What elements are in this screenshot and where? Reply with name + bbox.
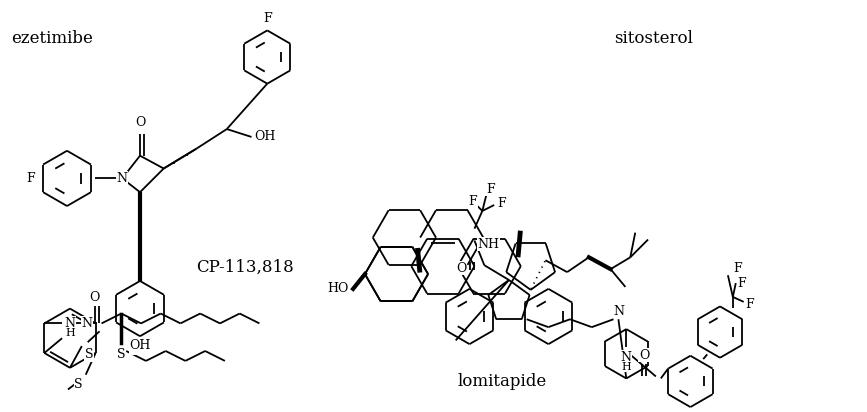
Text: lomitapide: lomitapide (458, 373, 547, 390)
Text: NH: NH (478, 238, 499, 250)
Text: F: F (738, 277, 746, 290)
Text: O: O (89, 290, 100, 304)
Text: F: F (497, 197, 505, 210)
Text: HO: HO (327, 282, 349, 295)
Text: F: F (486, 183, 494, 196)
Text: O: O (639, 349, 649, 362)
Text: N: N (117, 172, 127, 185)
Text: S: S (75, 378, 82, 391)
Text: F: F (469, 194, 478, 208)
Text: F: F (263, 12, 271, 26)
Text: O: O (456, 262, 466, 275)
Text: S: S (117, 348, 126, 361)
Text: F: F (733, 262, 741, 275)
Text: sitosterol: sitosterol (615, 30, 694, 47)
Text: H: H (622, 362, 631, 372)
Text: N: N (81, 317, 93, 330)
Text: N: N (621, 351, 632, 364)
Text: OH: OH (254, 131, 276, 143)
Text: S: S (85, 348, 94, 361)
Text: OH: OH (129, 339, 151, 352)
Text: OH: OH (129, 341, 151, 354)
Text: ezetimibe: ezetimibe (10, 30, 93, 47)
Text: H: H (65, 328, 75, 338)
Text: N: N (64, 317, 75, 330)
Text: O: O (135, 116, 145, 129)
Text: N: N (613, 305, 624, 318)
Text: F: F (26, 172, 35, 185)
Text: F: F (263, 12, 271, 26)
Text: F: F (746, 298, 754, 311)
Text: CP-113,818: CP-113,818 (196, 259, 294, 276)
